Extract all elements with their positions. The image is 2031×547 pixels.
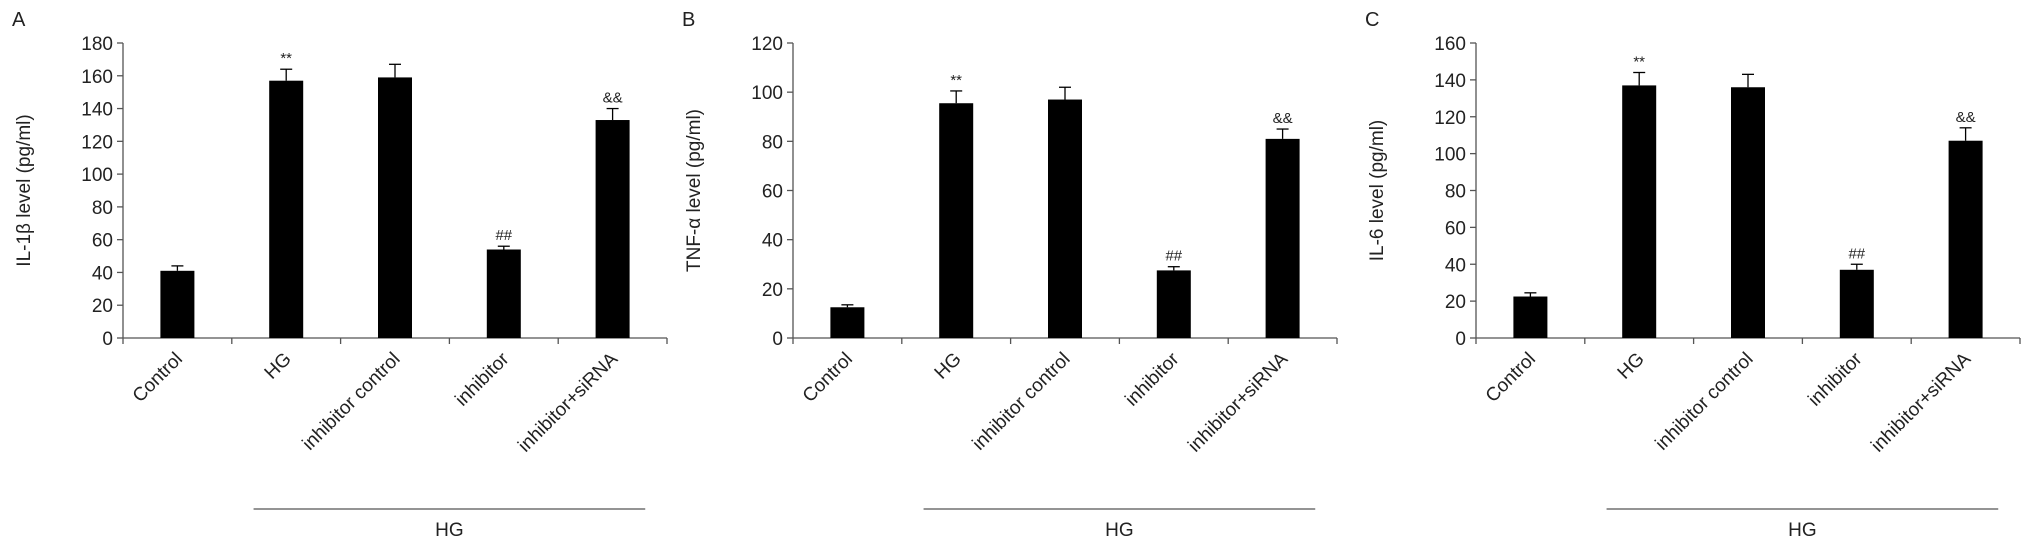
bar [1948,140,1983,338]
y-tick-label: 120 [81,132,113,153]
group-label: HG [1788,520,1817,541]
x-tick-label: inhibitor [451,348,513,410]
x-tick-label: inhibitor control [1652,349,1758,455]
y-tick-label: 0 [772,329,783,350]
y-tick-label: 40 [762,231,783,252]
bar [1048,99,1082,339]
x-tick-label: HG [261,349,296,384]
panel: A IL-1β level (pg/ml) 0 20 40 60 80 100 120 140 16… [12,9,668,541]
panel: C IL-6 level (pg/ml) 0 20 40 60 80 100 120 140 160… [1365,9,2021,541]
x-tick-label: Control [129,349,187,407]
y-tick-label: 120 [1434,108,1466,129]
x-tick-label: HG [1614,349,1649,384]
y-tick-label: 100 [81,165,113,186]
bar [269,80,304,338]
significance-label: ** [950,72,962,89]
x-tick-label: Control [799,349,857,407]
y-tick-label: 100 [1434,145,1466,166]
significance-label: && [1956,109,1976,126]
y-tick-label: 80 [762,132,783,153]
y-axis-label: IL-1β level (pg/ml) [14,114,35,266]
x-tick-label: inhibitor [1804,348,1866,410]
group-label: HG [1105,520,1134,541]
x-tick-label: inhibitor+siRNA [1867,348,1975,456]
bar [595,120,630,339]
bar [1622,85,1657,338]
y-tick-label: 140 [81,100,113,121]
y-tick-label: 80 [1445,182,1466,203]
panel-label: C [1365,9,1379,31]
bar [939,103,974,339]
y-tick-label: 100 [751,83,783,104]
y-tick-label: 180 [81,34,113,55]
y-tick-label: 40 [92,263,113,284]
bar [486,249,521,338]
significance-label: ## [1848,245,1865,262]
bar [1265,138,1300,338]
bar [830,307,865,338]
y-tick-label: 20 [1445,292,1466,313]
y-tick-label: 120 [751,34,783,55]
y-tick-label: 0 [1455,329,1466,350]
bar [1839,269,1874,338]
bar [160,270,195,338]
significance-label: ** [1633,54,1645,71]
significance-label: && [1273,110,1293,127]
x-tick-label: inhibitor [1121,348,1183,410]
x-tick-label: inhibitor control [299,349,405,455]
y-tick-label: 160 [1434,34,1466,55]
significance-label: && [603,90,623,107]
significance-label: ## [495,227,512,244]
x-tick-label: inhibitor+siRNA [514,348,622,456]
y-axis-label: TNF-α level (pg/ml) [684,109,705,272]
significance-label: ** [280,50,292,67]
bar [1731,87,1765,338]
y-tick-label: 160 [81,67,113,88]
group-label: HG [435,520,464,541]
bar [378,77,412,339]
y-tick-label: 60 [1445,218,1466,239]
panel-label: B [682,9,695,31]
panel: B TNF-α level (pg/ml) 0 20 40 60 80 100 120 Contr… [682,9,1338,541]
y-tick-label: 20 [92,296,113,317]
x-tick-label: Control [1482,349,1540,407]
x-tick-label: inhibitor+siRNA [1184,348,1292,456]
x-tick-label: inhibitor control [969,349,1075,455]
y-tick-label: 140 [1434,71,1466,92]
y-tick-label: 80 [92,198,113,219]
y-tick-label: 40 [1445,255,1466,276]
y-tick-label: 20 [762,280,783,301]
panel-label: A [12,9,26,31]
y-axis-label: IL-6 level (pg/ml) [1367,120,1388,262]
x-tick-label: HG [931,349,966,384]
y-tick-label: 60 [92,231,113,252]
bar [1156,270,1191,338]
y-tick-label: 0 [102,329,113,350]
significance-label: ## [1165,248,1182,265]
bar [1513,296,1548,338]
y-tick-label: 60 [762,182,783,203]
